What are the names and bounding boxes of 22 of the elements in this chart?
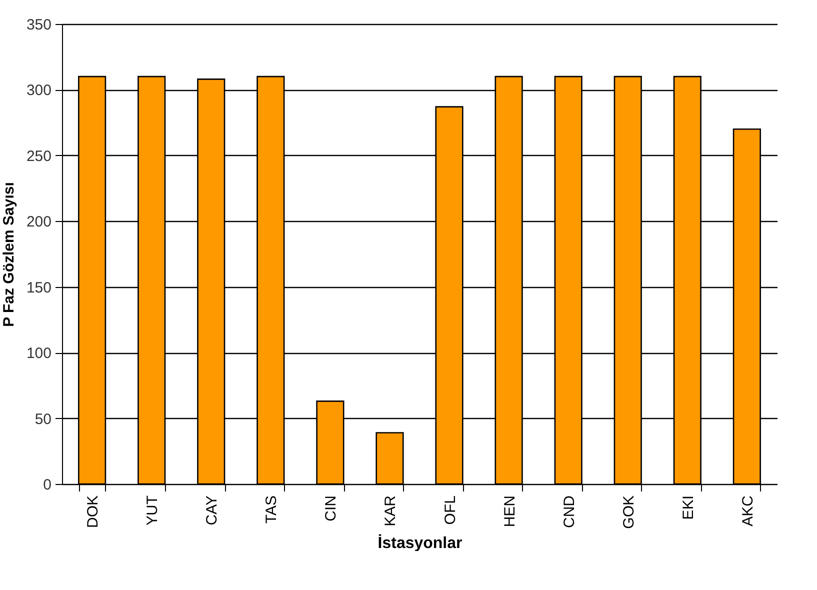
y-tick-label: 50 (34, 410, 52, 428)
x-tick-label: CND (560, 495, 578, 528)
x-tick-label: HEN (501, 496, 518, 528)
y-tick-label: 250 (26, 148, 52, 165)
x-tick-label: EKI (680, 496, 697, 520)
x-tick-label: KAR (382, 495, 400, 526)
x-tick-label: OFL (442, 496, 459, 525)
y-tick-label: 200 (26, 214, 52, 231)
x-tick-label: TAS (263, 496, 280, 524)
y-tick-label: 0 (43, 476, 52, 494)
x-tick-label: AKC (739, 495, 756, 526)
x-tick-label: DOK (84, 496, 102, 528)
x-tick-label: YUT (144, 496, 162, 526)
y-tick-label: 300 (26, 82, 52, 100)
x-tick-label: CAY (204, 496, 221, 526)
y-tick-label: 150 (26, 279, 52, 296)
x-tick-label: CIN (322, 496, 340, 522)
y-tick-label: 100 (26, 345, 52, 362)
x-axis-title: İstasyonlar (378, 534, 462, 552)
x-tick-label: GOK (620, 496, 638, 529)
y-tick-label: 350 (26, 16, 52, 34)
y-axis-title: P Faz Gözlem Sayısı (0, 182, 18, 327)
